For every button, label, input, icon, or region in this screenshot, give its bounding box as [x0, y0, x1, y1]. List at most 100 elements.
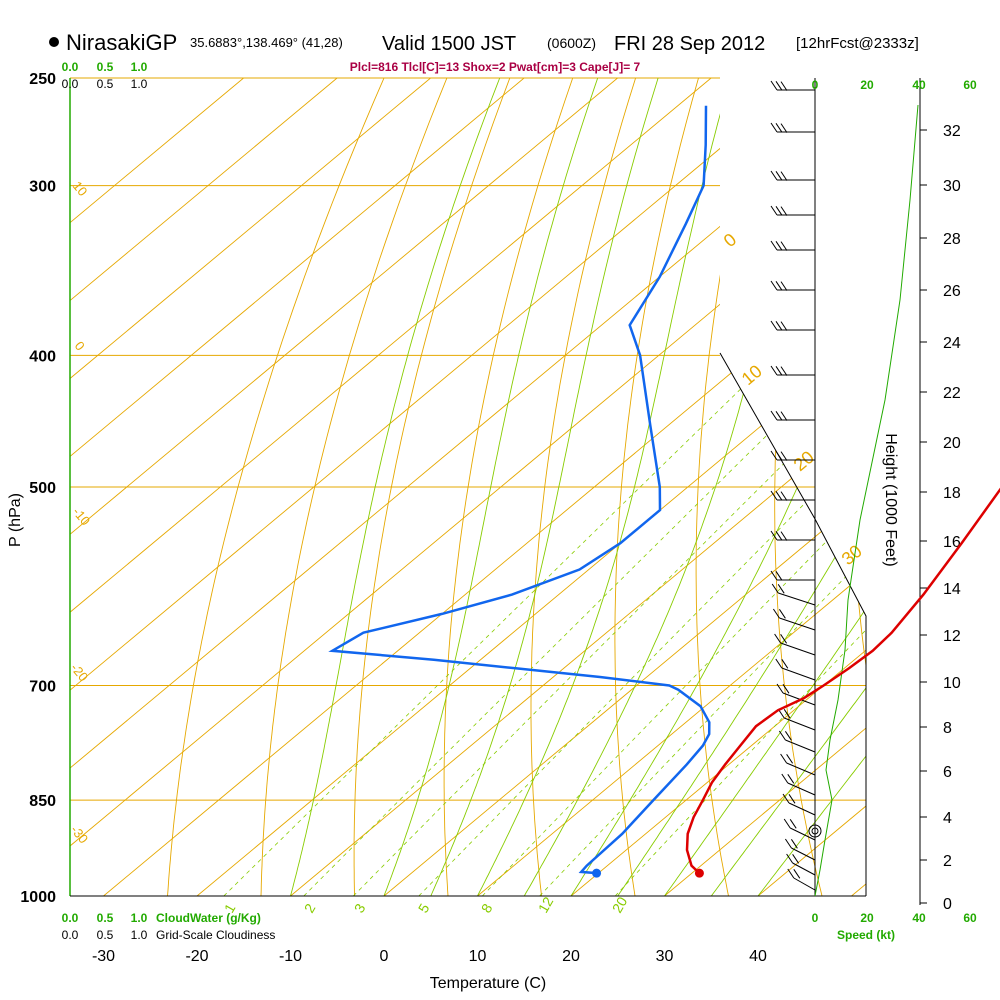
wind-barb-flag: [770, 410, 778, 421]
wind-barb-flag: [780, 531, 788, 541]
wind-barb: [776, 683, 816, 706]
wind-barb-flag: [775, 81, 783, 91]
wind-barb: [778, 730, 816, 753]
isotherm-line: [477, 78, 866, 896]
wind-barb: [784, 838, 816, 861]
wind-barb-flag: [781, 659, 789, 669]
wind-barb-flag: [780, 753, 788, 764]
cloud-tick-bottom: 0.5: [97, 911, 114, 925]
plot-frame: [69, 78, 921, 905]
speed-tick-bottom: 40: [912, 911, 926, 925]
moist-adiabat-line: [617, 78, 866, 896]
calm-wind-circle-inner: [811, 827, 819, 835]
cloudiness-tick-bottom: 0.0: [62, 928, 79, 942]
wind-barb-flag: [770, 490, 778, 501]
wind-barb-flag: [790, 839, 798, 849]
wind-barb-flag: [770, 170, 778, 181]
mixing-ratio-label: 5: [415, 901, 433, 916]
wind-barb-flag: [780, 321, 788, 331]
wind-barb-flag: [770, 205, 778, 216]
zulu-time: (0600Z): [547, 35, 596, 51]
wind-barb-flag: [780, 123, 788, 133]
wind-barb-flag: [780, 171, 788, 181]
height-tick-label: 2: [943, 853, 952, 870]
plot-right-boundary: [719, 352, 867, 896]
wind-barb: [770, 80, 815, 91]
station-name: NirasakiGP: [66, 30, 177, 55]
p-tick-label: 300: [29, 179, 56, 196]
wind-barb-staff: [791, 847, 816, 861]
p-tick-label: 1000: [20, 889, 56, 906]
temperature-line: [685, 487, 1000, 875]
wind-barb-flag: [783, 709, 791, 719]
wind-barb-flag: [775, 241, 783, 251]
wind-barb-staff: [782, 692, 816, 706]
wind-barb-flag: [770, 240, 778, 251]
height-tick-label: 28: [943, 231, 961, 248]
dry-adiabat-line: [695, 78, 769, 896]
height-tick-label: 4: [943, 810, 952, 827]
p-tick-label: 700: [29, 679, 56, 696]
wind-barb-flag: [786, 754, 794, 764]
isotherm-line: [70, 78, 712, 896]
calm-wind-circle: [808, 824, 822, 838]
cloud-tick-top: 0.5: [97, 60, 114, 74]
dry-adiabat-label: 10: [738, 361, 766, 389]
mixing-ratio-label: 3: [351, 901, 369, 916]
wind-barb-flag: [787, 774, 795, 784]
cloudiness-label: Grid-Scale Cloudiness: [156, 928, 275, 942]
wind-barb-flag: [770, 530, 778, 541]
wind-barb-flag: [775, 281, 783, 291]
wind-barb-staff: [788, 802, 816, 816]
station-dot-icon: [49, 37, 59, 47]
indices-line: Plcl=816 Tlcl[C]=13 Shox=2 Pwat[cm]=3 Ca…: [350, 60, 641, 74]
wind-barb-flag: [775, 531, 783, 541]
moist-adiabat-line: [710, 78, 866, 896]
surface-temp-point: [694, 868, 704, 878]
forecast-label: [12hrFcst@2333z]: [796, 35, 919, 52]
isotherm-line: [70, 78, 618, 896]
wind-barb: [770, 240, 815, 251]
mixing-ratio-label: 20: [609, 894, 631, 916]
height-tick-label: 22: [943, 385, 961, 402]
speed-tick-top: 40: [912, 78, 926, 92]
moist-adiabat-line: [383, 78, 599, 896]
wind-barb-flag: [780, 491, 788, 501]
wind-barb: [770, 570, 815, 581]
p-tick-label: 400: [29, 348, 56, 365]
wind-barb-flag: [786, 853, 794, 864]
wind-barb-flag: [775, 491, 783, 501]
mixing-ratio-label: 2: [301, 901, 319, 916]
isotherm-line: [196, 78, 866, 896]
wind-barb-flag: [787, 868, 795, 879]
wind-barb: [781, 773, 816, 796]
wind-barb-flag: [772, 608, 780, 619]
dry-adiabat-line: [530, 78, 644, 896]
isotherm-line: [664, 78, 866, 896]
wind-barb: [770, 490, 815, 501]
valid-time: Valid 1500 JST: [382, 33, 516, 55]
x-tick-label: 10: [469, 948, 487, 965]
height-tick-label: 10: [943, 675, 961, 692]
isotherm-line: [103, 78, 866, 896]
wind-barb-staff: [793, 877, 816, 891]
mixing-ratio-label: 12: [535, 894, 557, 916]
wind-barb-staff: [789, 827, 816, 841]
wind-barb-flag: [792, 854, 800, 864]
wind-barb-flag: [775, 171, 783, 181]
wind-barbs: [770, 80, 919, 897]
isotherm-label: 10: [70, 178, 91, 199]
isotherm-label: -20: [68, 660, 92, 684]
x-tick-label: -30: [92, 948, 115, 965]
wind-barb: [771, 583, 816, 606]
height-tick-label: 26: [943, 283, 961, 300]
height-tick-label: 24: [943, 335, 961, 352]
isotherm-label: -10: [70, 504, 94, 528]
moist-adiabat-line: [290, 78, 501, 896]
wind-barb-flag: [775, 206, 783, 216]
mixing-ratio-line: [353, 355, 866, 896]
isotherm-line: [383, 78, 866, 896]
x-tick-label: -20: [185, 948, 208, 965]
wind-barb-flag: [780, 81, 788, 91]
